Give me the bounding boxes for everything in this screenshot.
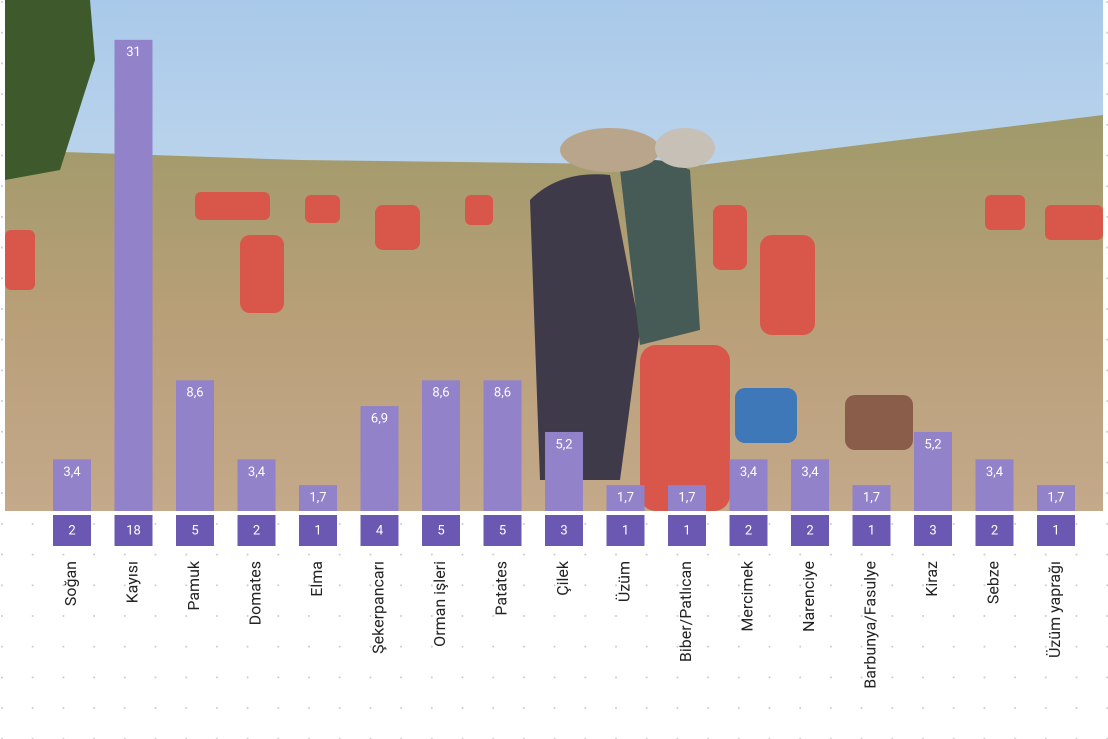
value-label: 1,7	[678, 491, 695, 506]
count-label: 2	[745, 523, 752, 538]
category-label: Kayısı	[123, 561, 142, 603]
category-label: Soğan	[61, 561, 80, 606]
value-label: 5,2	[924, 437, 941, 452]
value-label: 3,4	[248, 465, 266, 480]
category-label: Mercimek	[738, 560, 757, 632]
category-label: Şekerpancarı	[369, 561, 388, 654]
count-label: 2	[991, 523, 998, 538]
count-label: 1	[622, 523, 629, 538]
value-label: 8,6	[186, 386, 203, 401]
category-label: Çilek	[553, 560, 572, 596]
value-label: 3,4	[801, 465, 819, 480]
count-label: 4	[376, 523, 384, 538]
category-label: Domates	[246, 561, 265, 625]
count-label: 1	[683, 523, 690, 538]
count-label: 2	[253, 523, 260, 538]
category-label: Kiraz	[922, 561, 941, 597]
count-label: 5	[437, 523, 444, 538]
category-label: Narenciye	[799, 561, 818, 632]
value-label: 1,7	[309, 491, 326, 506]
category-label: Orman işleri	[430, 561, 449, 647]
count-label: 5	[499, 523, 506, 538]
count-label: 5	[191, 523, 198, 538]
category-label: Patates	[492, 561, 511, 616]
value-label: 1,7	[1047, 491, 1064, 506]
count-label: 2	[806, 523, 813, 538]
category-label: Barbunya/Fasulye	[861, 561, 880, 689]
category-label: Üzüm yaprağı	[1045, 561, 1064, 658]
value-label: 1,7	[863, 491, 880, 506]
category-label: Üzüm	[615, 561, 634, 602]
count-label: 3	[929, 523, 936, 538]
value-label: 5,2	[555, 437, 572, 452]
category-label: Pamuk	[184, 560, 203, 611]
value-label: 6,9	[371, 412, 388, 427]
bar	[115, 40, 153, 511]
category-label: Biber/Patlıcan	[676, 561, 695, 662]
value-label: 3,4	[740, 465, 758, 480]
count-label: 2	[68, 523, 75, 538]
count-label: 1	[1052, 523, 1059, 538]
value-label: 8,6	[494, 386, 511, 401]
count-label: 1	[314, 523, 321, 538]
count-label: 3	[560, 523, 567, 538]
value-label: 8,6	[432, 386, 449, 401]
value-label: 31	[126, 45, 141, 60]
value-label: 3,4	[63, 465, 81, 480]
category-label: Elma	[307, 561, 326, 597]
value-label: 3,4	[986, 465, 1004, 480]
value-label: 1,7	[617, 491, 634, 506]
chart: 3,42Soğan3118Kayısı8,65Pamuk3,42Domates1…	[0, 0, 1108, 739]
count-label: 1	[868, 523, 875, 538]
count-label: 18	[126, 523, 141, 538]
category-label: Sebze	[984, 561, 1003, 604]
